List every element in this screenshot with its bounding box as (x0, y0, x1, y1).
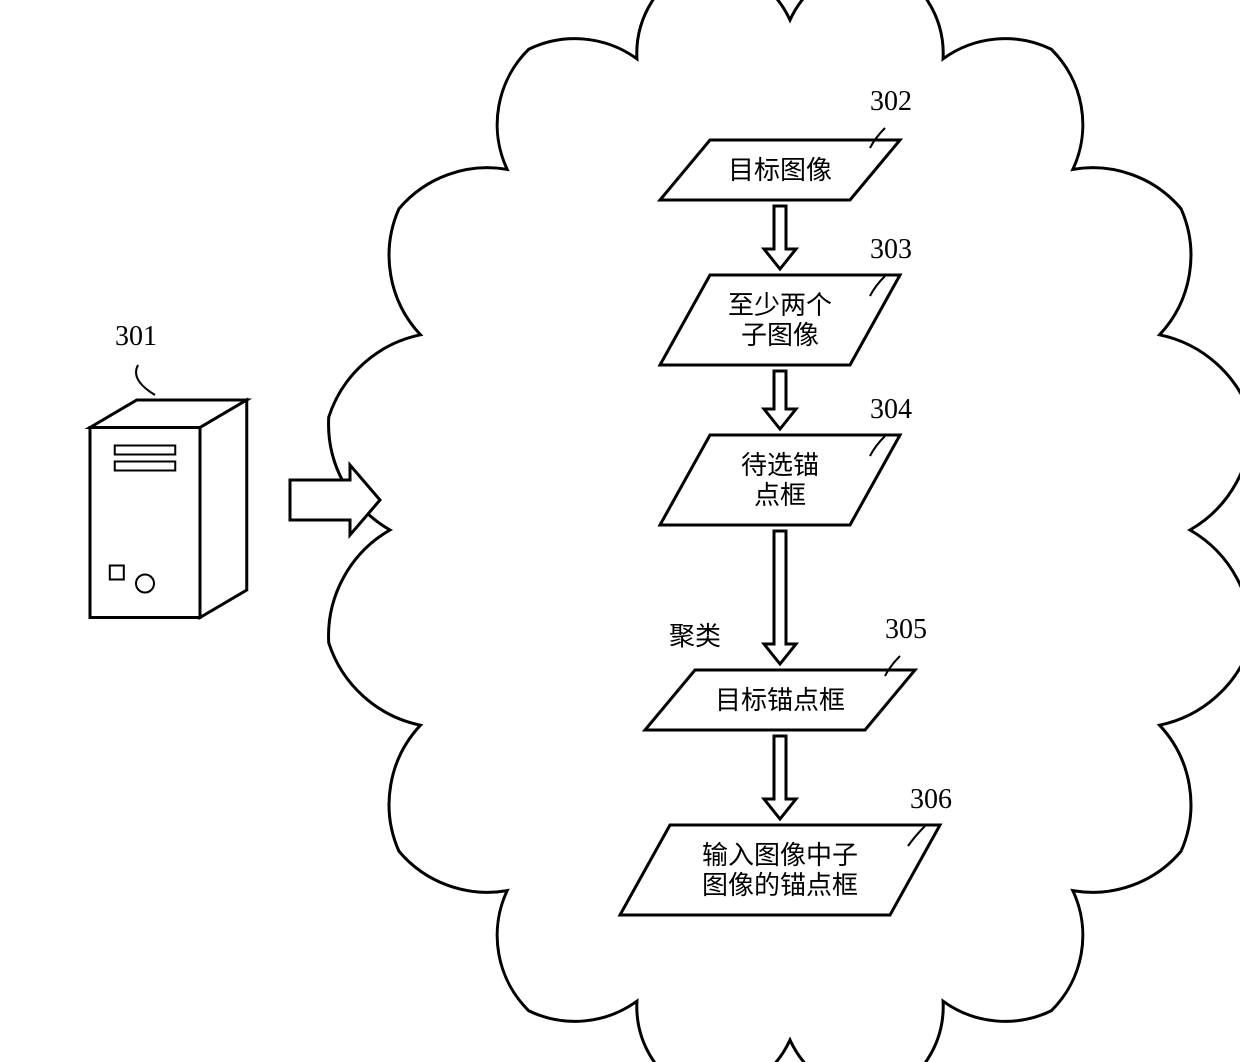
flow-node-text: 目标图像 (728, 156, 832, 185)
flow-node-text: 输入图像中子 (702, 841, 858, 870)
ref-label-302: 302 (870, 86, 912, 117)
flow-annotation: 聚类 (669, 622, 721, 651)
ref-label-303: 303 (870, 234, 912, 265)
flow-node-text: 图像的锚点框 (702, 871, 858, 900)
flow-node-text: 待选锚 (741, 451, 819, 480)
ref-label-304: 304 (870, 394, 912, 425)
ref-label-305: 305 (885, 614, 927, 645)
flow-node-text: 至少两个 (728, 291, 832, 320)
flow-node-text: 子图像 (741, 321, 819, 350)
computer-icon: 301 (90, 321, 247, 618)
flow-node-text: 目标锚点框 (715, 686, 845, 715)
ref-label-301: 301 (115, 321, 157, 352)
flow-node-text: 点框 (754, 481, 806, 510)
ref-label-306: 306 (910, 784, 952, 815)
